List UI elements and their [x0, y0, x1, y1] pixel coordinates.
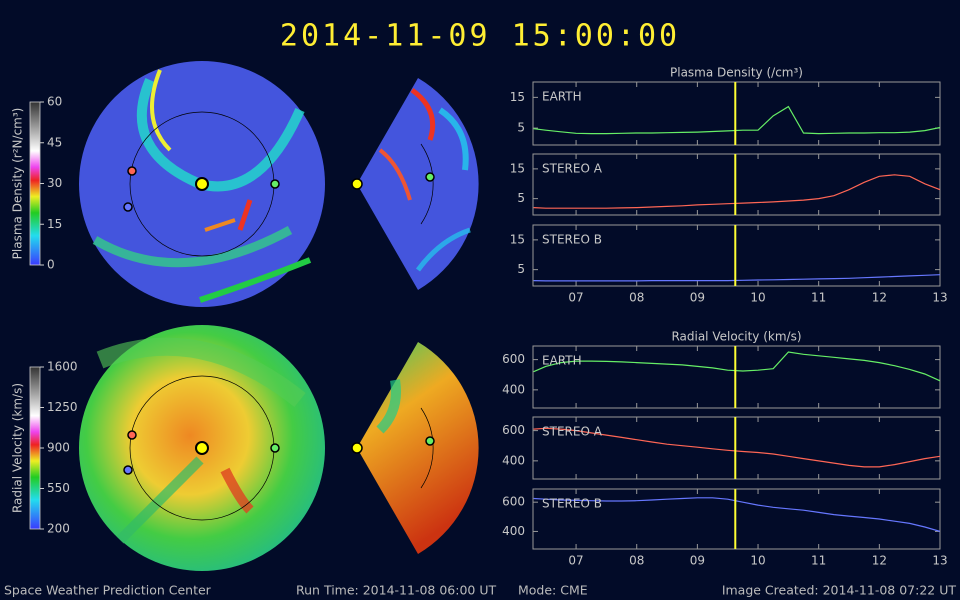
y-tick-label: 5	[517, 121, 525, 135]
series-name: EARTH	[542, 354, 582, 368]
series-line	[533, 274, 940, 282]
footer-center: Space Weather Prediction Center	[4, 583, 212, 598]
series-name: STEREO A	[542, 162, 603, 176]
x-tick-label: 13	[932, 291, 947, 305]
series-line	[533, 351, 940, 382]
colorbar	[29, 366, 41, 530]
footer-mode: Mode: CME	[518, 583, 588, 598]
panel-frame	[532, 416, 941, 480]
x-tick-label: 12	[872, 554, 887, 568]
title: 2014-11-09 15:00:00	[280, 19, 680, 54]
colorbar-tick-label: 550	[47, 481, 70, 495]
x-tick-label: 12	[872, 291, 887, 305]
velocity-disc	[79, 325, 325, 571]
x-tick-label: 11	[811, 291, 826, 305]
series-name: STEREO B	[542, 497, 602, 511]
x-tick-label: 08	[629, 554, 644, 568]
y-tick-label: 15	[510, 232, 525, 246]
colorbar-tick-label: 60	[47, 95, 62, 109]
x-tick-label: 10	[750, 291, 765, 305]
panel-title: Radial Velocity (km/s)	[671, 330, 801, 344]
panel-title: Plasma Density (/cm³)	[670, 66, 803, 80]
velocity-wedge	[351, 342, 479, 554]
series-line	[533, 174, 940, 209]
colorbar-tick-label: 0	[47, 258, 55, 272]
x-tick-label: 13	[932, 554, 947, 568]
colorbar-tick-label: 1600	[47, 360, 78, 374]
plot-area	[533, 351, 940, 382]
colorbar-label: Plasma Density (r²N/cm³)	[11, 108, 25, 260]
colorbar	[29, 101, 41, 266]
y-tick-label: 600	[502, 423, 525, 437]
colorbar-tick-label: 30	[47, 176, 62, 190]
panel-frame	[532, 488, 941, 550]
series-name: EARTH	[542, 90, 582, 104]
plot-area	[533, 274, 940, 282]
panel-frame	[532, 224, 941, 287]
panel-frame	[532, 153, 941, 216]
panel-frame	[532, 345, 941, 409]
y-tick-label: 600	[502, 352, 525, 366]
plot-area	[533, 105, 940, 135]
colorbar-label: Radial Velocity (km/s)	[11, 383, 25, 513]
y-tick-label: 15	[510, 90, 525, 104]
y-tick-label: 5	[517, 191, 525, 205]
y-tick-label: 400	[502, 524, 525, 538]
x-tick-label: 09	[690, 291, 705, 305]
y-tick-label: 600	[502, 495, 525, 509]
footer-created: Image Created: 2014-11-08 07:22 UT	[722, 583, 957, 598]
colorbar-tick-label: 1250	[47, 400, 78, 414]
x-tick-label: 07	[568, 291, 583, 305]
density-disc	[79, 61, 325, 307]
footer-run-time: Run Time: 2014-11-08 06:00 UT	[296, 583, 496, 598]
colorbar-tick-label: 900	[47, 441, 70, 455]
density-wedge	[351, 78, 479, 290]
x-tick-label: 08	[629, 291, 644, 305]
y-tick-label: 5	[517, 262, 525, 276]
x-tick-label: 07	[568, 554, 583, 568]
y-tick-label: 15	[510, 161, 525, 175]
colorbar-tick-label: 200	[47, 522, 70, 536]
y-tick-label: 400	[502, 453, 525, 467]
colorbar-tick-label: 15	[47, 217, 62, 231]
x-tick-label: 11	[811, 554, 826, 568]
panel-frame	[532, 81, 941, 146]
y-tick-label: 400	[502, 382, 525, 396]
x-tick-label: 09	[690, 554, 705, 568]
series-name: STEREO B	[542, 233, 602, 247]
colorbar-tick-label: 45	[47, 135, 62, 149]
series-name: STEREO A	[542, 425, 603, 439]
plot-area	[533, 174, 940, 209]
series-line	[533, 105, 940, 135]
x-tick-label: 10	[750, 554, 765, 568]
